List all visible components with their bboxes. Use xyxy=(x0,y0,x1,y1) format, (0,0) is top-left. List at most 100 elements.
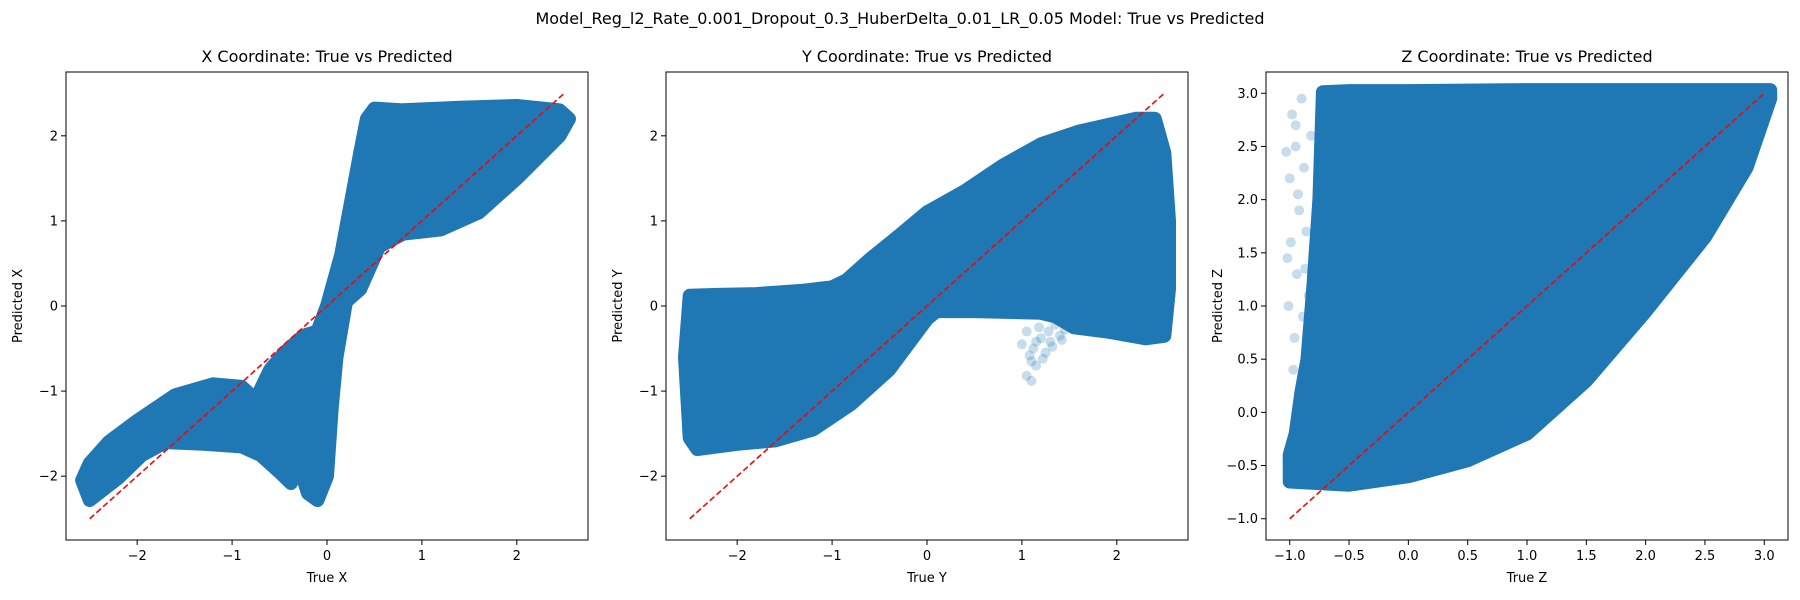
y-tick-label: −1.0 xyxy=(1226,512,1258,527)
scatter-point xyxy=(1287,109,1298,120)
y-tick-label: 0.0 xyxy=(1237,406,1258,421)
scatter-point xyxy=(1283,301,1294,311)
scatter-point xyxy=(1021,370,1032,381)
scatter-point xyxy=(1285,237,1296,248)
panel-title: Y Coordinate: True vs Predicted xyxy=(801,47,1052,66)
x-tick-label: −1 xyxy=(823,549,842,564)
scatter-point xyxy=(1291,269,1302,280)
scatter-dense-region xyxy=(678,111,1176,456)
y-tick-label: 0 xyxy=(50,300,58,315)
x-tick-label: 0.0 xyxy=(1398,549,1419,564)
scatter-point xyxy=(1282,253,1293,264)
y-axis-label: Predicted Z xyxy=(1211,269,1226,343)
y-tick-label: 0.5 xyxy=(1237,353,1258,368)
y-tick-label: 3.0 xyxy=(1237,87,1258,102)
x-axis-label: True X xyxy=(306,571,348,586)
y-tick-label: 1 xyxy=(650,214,658,229)
x-tick-label: 1 xyxy=(1018,549,1026,564)
x-tick-label: 0 xyxy=(323,549,331,564)
z-coordinate-panel: −1.0 −0.5 0.0 0.5 1.0 1.5 2.0 2.5 3.0 −1.0 −0.5 0.0… xyxy=(1211,47,1789,586)
x-tick-label: 0 xyxy=(923,549,931,564)
scatter-point xyxy=(1024,350,1035,361)
y-tick-label: −2 xyxy=(639,470,658,485)
x-tick-label: −2 xyxy=(728,549,747,564)
plot-area xyxy=(1281,83,1778,520)
scatter-point xyxy=(1059,324,1070,335)
x-tick-label: 2.5 xyxy=(1695,549,1716,564)
panel-title: X Coordinate: True vs Predicted xyxy=(201,47,452,66)
reference-line xyxy=(1289,92,1765,520)
scatter-point xyxy=(1016,339,1027,350)
scatter-point xyxy=(1037,353,1048,364)
scatter-point xyxy=(1303,290,1314,301)
y-tick-label: 2.5 xyxy=(1237,140,1258,155)
scatter-point xyxy=(1300,263,1311,274)
scatter-point xyxy=(1296,93,1307,104)
scatter-point xyxy=(1288,364,1299,375)
scatter-point xyxy=(1031,336,1042,347)
x-tick-label: 2 xyxy=(1113,549,1121,564)
figure-suptitle: Model_Reg_l2_Rate_0.001_Dropout_0.3_Hube… xyxy=(535,9,1265,28)
scatter-point xyxy=(1031,360,1042,371)
scatter-point xyxy=(1299,162,1309,173)
x-tick-label: 2.0 xyxy=(1635,549,1656,564)
x-tick-label: 1 xyxy=(418,549,426,564)
x-coordinate-panel: −2 −1 0 1 2 −2 −1 0 1 2 X Coordinate: True vs Pred… xyxy=(11,47,589,586)
y-axis-label: Predicted X xyxy=(11,269,26,343)
y-tick-label: 1 xyxy=(50,214,58,229)
x-tick-label: −2 xyxy=(128,549,147,564)
scatter-point xyxy=(1284,173,1295,184)
scatter-point xyxy=(1040,347,1051,358)
scatter-point xyxy=(1290,141,1301,152)
scatter-point xyxy=(1034,322,1044,333)
scatter-point xyxy=(1021,326,1032,337)
scatter-dense-region xyxy=(75,99,576,507)
y-tick-label: −2 xyxy=(39,470,58,485)
y-tick-label: 2 xyxy=(50,129,58,144)
y-tick-label: −1 xyxy=(39,385,58,400)
scatter-point xyxy=(1294,205,1305,216)
y-tick-label: 1.0 xyxy=(1237,300,1258,315)
panel-title: Z Coordinate: True vs Predicted xyxy=(1401,47,1652,66)
scatter-point xyxy=(1293,189,1303,200)
x-tick-label: 1.5 xyxy=(1576,549,1597,564)
x-tick-label: −0.5 xyxy=(1333,549,1365,564)
scatter-point xyxy=(1054,330,1065,341)
y-axis-label: Predicted Y xyxy=(611,269,626,342)
scatter-point xyxy=(1050,319,1061,330)
y-tick-label: −0.5 xyxy=(1226,459,1258,474)
y-tick-label: 2.0 xyxy=(1237,193,1258,208)
scatter-point xyxy=(1043,326,1054,337)
scatter-point xyxy=(1026,356,1037,367)
reference-line xyxy=(89,92,565,520)
y-tick-label: −1 xyxy=(639,385,658,400)
scatter-point xyxy=(1028,343,1039,354)
x-tick-label: 0.5 xyxy=(1457,549,1478,564)
x-tick-label: 2 xyxy=(513,549,521,564)
x-axis-label: True Y xyxy=(906,571,947,586)
scatter-point xyxy=(1290,120,1301,131)
y-tick-label: 1.5 xyxy=(1237,246,1258,261)
scatter-point xyxy=(1035,333,1046,344)
scatter-point xyxy=(1297,311,1308,322)
scatter-point xyxy=(1056,335,1067,345)
scatter-point xyxy=(1301,226,1312,237)
x-tick-label: 1.0 xyxy=(1517,549,1538,564)
x-tick-label: −1 xyxy=(223,549,242,564)
plot-area xyxy=(678,92,1176,520)
scatter-point xyxy=(1289,332,1300,343)
y-tick-label: 2 xyxy=(650,129,658,144)
scatter-dense-region xyxy=(1282,83,1778,492)
x-axis-label: True Z xyxy=(1506,571,1548,586)
reference-line xyxy=(689,92,1165,520)
scatter-point xyxy=(1026,375,1037,386)
scatter-point xyxy=(1306,130,1317,141)
y-tick-label: 0 xyxy=(650,300,658,315)
scatter-point xyxy=(1045,336,1056,347)
plot-area xyxy=(75,92,576,520)
x-tick-label: −1.0 xyxy=(1274,549,1306,564)
y-coordinate-panel: −2 −1 0 1 2 −2 −1 0 1 2 Y Coordinate: True vs Pred… xyxy=(611,47,1189,586)
scatter-point xyxy=(1281,146,1292,157)
scatter-point xyxy=(1047,341,1058,352)
